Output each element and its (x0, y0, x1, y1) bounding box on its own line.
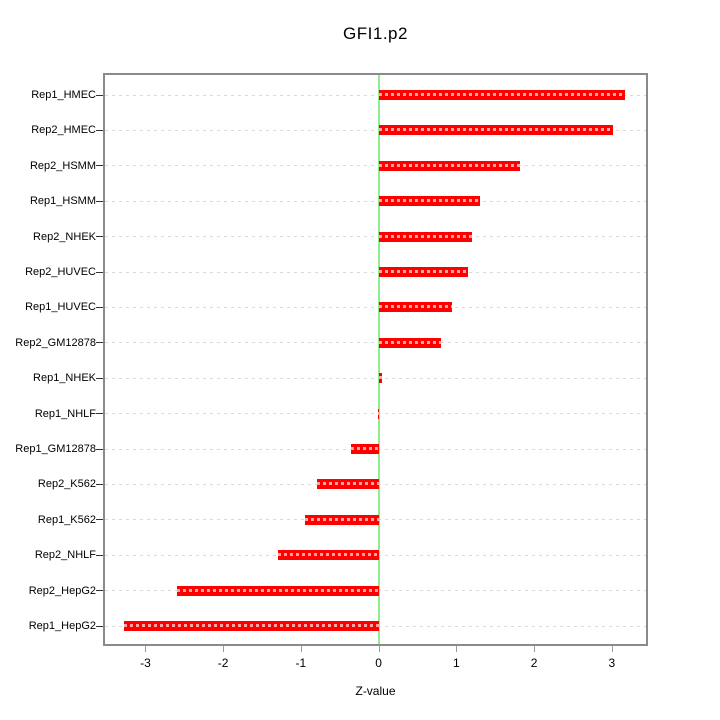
bar-Rep1_HUVEC (378, 302, 453, 313)
gridline (105, 413, 646, 415)
x-tick-label: -3 (140, 656, 151, 670)
y-axis-tick (96, 200, 103, 202)
y-axis-tick (96, 94, 103, 96)
x-axis-label: Z-value (355, 684, 396, 698)
category-label-Rep1_HMEC: Rep1_HMEC (31, 89, 96, 101)
bar-Rep1_HMEC (378, 90, 625, 100)
bar-Rep2_NHEK (378, 231, 472, 242)
gridline (105, 236, 646, 238)
bar-dash-pattern (124, 624, 379, 627)
gridline (105, 377, 646, 379)
bar-Rep1_NHLF (377, 408, 379, 419)
chart-title: GFI1.p2 (343, 24, 408, 43)
bar-Rep1_K562 (304, 514, 379, 525)
bar-dash-pattern (378, 376, 383, 380)
category-label-Rep1_HepG2: Rep1_HepG2 (28, 620, 96, 632)
y-axis-tick (96, 483, 103, 485)
bar-Rep1_GM12878 (350, 444, 379, 454)
y-axis-tick (96, 625, 103, 627)
category-label-Rep2_NHLF: Rep2_NHLF (34, 549, 96, 562)
bar-Rep1_HepG2 (124, 621, 379, 631)
y-axis-tick (96, 554, 103, 556)
plot-area (103, 73, 648, 646)
x-axis-tick (378, 646, 380, 652)
x-tick-label: -2 (217, 656, 229, 670)
x-tick-label: 2 (530, 656, 538, 670)
bar-Rep2_HepG2 (176, 585, 379, 596)
bar-dash-pattern (317, 482, 379, 486)
bar-dash-pattern (378, 305, 453, 309)
y-axis-tick (96, 342, 103, 344)
category-label-Rep2_NHEK: Rep2_NHEK (33, 230, 96, 243)
bar-dash-pattern (176, 588, 379, 592)
category-label-Rep2_HSMM: Rep2_HSMM (29, 159, 96, 172)
category-label-Rep1_HSMM: Rep1_HSMM (29, 195, 96, 208)
category-label-Rep2_HUVEC: Rep2_HUVEC (25, 266, 96, 278)
gridline (105, 165, 646, 167)
bar-Rep2_HMEC (378, 125, 614, 136)
gridline (105, 271, 646, 273)
x-tick-label: 1 (452, 656, 460, 670)
x-tick-label: -1 (295, 656, 307, 670)
bar-Rep1_HSMM (378, 196, 480, 207)
bar-dash-pattern (350, 447, 379, 450)
y-axis-tick (96, 129, 103, 131)
y-axis-tick (96, 306, 103, 308)
gridline (105, 342, 646, 344)
bar-Rep2_HSMM (378, 160, 521, 171)
x-axis-tick (300, 646, 302, 652)
y-axis-tick (96, 590, 103, 592)
x-tick-label: 0 (375, 656, 382, 670)
zero-line (377, 75, 380, 644)
bar-Rep2_HUVEC (378, 267, 468, 277)
y-axis-tick (96, 236, 103, 238)
category-label-Rep2_K562: Rep2_K562 (37, 478, 96, 491)
bar-dash-pattern (378, 199, 480, 203)
bar-Rep2_K562 (317, 479, 379, 490)
category-label-Rep1_NHLF: Rep1_NHLF (34, 407, 96, 420)
bar-dash-pattern (377, 411, 379, 415)
bar-dash-pattern (378, 270, 468, 273)
bar-dash-pattern (304, 517, 379, 521)
y-axis-tick (96, 165, 103, 167)
gridline (105, 200, 646, 202)
bar-dash-pattern (378, 234, 472, 238)
y-axis-tick (96, 519, 103, 521)
category-label-Rep2_GM12878: Rep2_GM12878 (15, 336, 96, 349)
x-axis-tick (223, 646, 225, 652)
bar-dash-pattern (378, 340, 441, 344)
category-label-Rep2_HepG2: Rep2_HepG2 (28, 584, 96, 597)
gridline (105, 94, 646, 96)
gridline (105, 129, 646, 131)
bar-Rep2_GM12878 (378, 337, 441, 348)
y-axis-tick (96, 377, 103, 379)
category-label-Rep2_HMEC: Rep2_HMEC (31, 124, 96, 137)
x-axis-tick (611, 646, 613, 652)
x-axis-tick (145, 646, 147, 652)
category-label-Rep1_HUVEC: Rep1_HUVEC (25, 301, 96, 314)
y-axis-tick (96, 413, 103, 415)
bar-dash-pattern (278, 553, 379, 557)
gridline (105, 306, 646, 308)
bar-dash-pattern (378, 128, 614, 132)
y-axis-tick (96, 448, 103, 450)
x-tick-label: 3 (608, 656, 616, 670)
bar-dash-pattern (378, 93, 625, 96)
x-axis-tick (456, 646, 458, 652)
category-label-Rep1_K562: Rep1_K562 (37, 513, 96, 526)
y-axis-tick (96, 271, 103, 273)
x-axis-tick (534, 646, 536, 652)
bar-dash-pattern (378, 163, 521, 167)
category-label-Rep1_NHEK: Rep1_NHEK (33, 372, 96, 385)
bar-Rep1_NHEK (378, 373, 383, 384)
category-label-Rep1_GM12878: Rep1_GM12878 (15, 443, 96, 455)
bar-Rep2_NHLF (278, 550, 379, 561)
